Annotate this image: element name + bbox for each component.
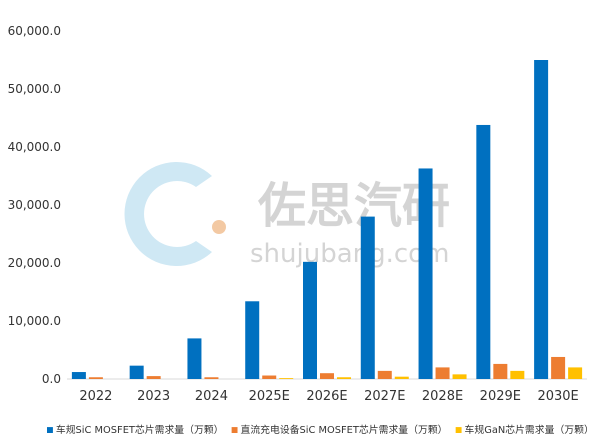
y-tick-label: 0.0	[42, 372, 61, 386]
y-tick-label: 30,000.0	[8, 198, 61, 212]
watermark-logo-icon	[124, 162, 212, 267]
x-tick-label: 2024	[195, 389, 228, 404]
bar-series-1	[71, 372, 86, 379]
legend-label: 直流充电设备SiC MOSFET芯片需求量（万颗）	[240, 423, 447, 436]
bar-series-3	[452, 374, 467, 379]
x-tick-label: 2022	[79, 389, 112, 404]
bar-series-1	[245, 301, 260, 379]
bar-series-1	[360, 216, 375, 379]
bar-series-2	[551, 356, 566, 379]
watermark: 佐思汽研 shujubang.com	[124, 162, 450, 269]
bar-series-2	[435, 367, 450, 379]
bars	[71, 60, 583, 380]
bar-series-2	[88, 377, 103, 379]
legend-label: 车规GaN芯片需求量（万颗）	[465, 423, 594, 436]
y-tick-label: 40,000.0	[8, 140, 61, 154]
bar-series-1	[418, 168, 433, 379]
x-tick-label: 2026E	[306, 389, 347, 404]
legend-swatch	[455, 427, 462, 433]
legend-swatch	[231, 427, 238, 433]
bar-series-2	[146, 376, 161, 379]
x-tick-label: 2027E	[364, 389, 405, 404]
bar-series-1	[187, 338, 202, 379]
watermark-url: shujubang.com	[250, 239, 449, 269]
x-tick-label: 2028E	[422, 389, 463, 404]
bar-series-1	[303, 261, 317, 379]
y-tick-label: 50,000.0	[8, 82, 61, 96]
bar-series-2	[262, 375, 277, 379]
legend: 车规SiC MOSFET芯片需求量（万颗） 直流充电设备SiC MOSFET芯片需…	[47, 423, 594, 436]
axes: 0.0 10,000.0 20,000.0 30,000.0 40,000.0 50,00…	[8, 24, 587, 404]
x-tick-label: 2030E	[537, 389, 578, 404]
bar-series-1	[534, 60, 549, 379]
bar-series-2	[320, 373, 334, 379]
bar-series-3	[510, 370, 525, 379]
x-tick-label: 2023	[137, 389, 170, 404]
bar-series-2	[493, 363, 508, 379]
x-tick-label: 2025E	[249, 389, 290, 404]
bar-series-1	[129, 365, 144, 379]
bar-series-2	[377, 370, 392, 379]
watermark-logo-dot-icon	[212, 220, 226, 234]
bar-series-2	[204, 377, 219, 379]
y-tick-label: 20,000.0	[8, 256, 61, 270]
legend-swatch	[47, 427, 53, 433]
bar-series-3	[568, 367, 583, 379]
watermark-brand: 佐思汽研	[257, 178, 450, 234]
x-tick-label: 2029E	[480, 389, 521, 404]
bar-series-3	[337, 377, 351, 379]
bar-series-3	[279, 378, 294, 379]
y-tick-label: 60,000.0	[8, 24, 61, 38]
bar-series-1	[476, 124, 491, 380]
y-tick-label: 10,000.0	[8, 314, 61, 328]
legend-label: 车规SiC MOSFET芯片需求量（万颗）	[56, 423, 224, 436]
bar-series-3	[394, 376, 409, 379]
